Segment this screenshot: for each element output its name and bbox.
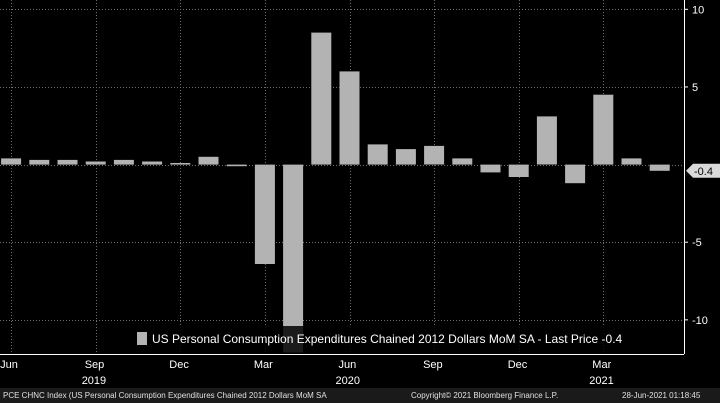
- last-price-box: [686, 163, 720, 178]
- x-tick-label: Dec: [169, 359, 189, 371]
- x-tick-label: Jun: [339, 359, 357, 371]
- legend: US Personal Consumption Expenditures Cha…: [130, 326, 684, 354]
- footer-ticker-description: PCE CHNC Index (US Personal Consumption …: [3, 391, 327, 400]
- x-axis-ticks: Jun Sep Dec Mar Jun Sep Dec Mar 2019 2020 2021: [0, 359, 614, 387]
- y-tick-label: -10: [692, 315, 708, 327]
- x-year-label: 2020: [336, 375, 360, 387]
- x-year-label: 2021: [589, 375, 613, 387]
- bar: [113, 159, 134, 165]
- x-tick-label: Mar: [592, 359, 611, 371]
- bar: [536, 116, 557, 165]
- x-tick-label: Sep: [423, 359, 443, 371]
- y-tick-label: 10: [692, 4, 704, 16]
- bar: [424, 145, 445, 165]
- y-tick-label: -5: [692, 237, 702, 249]
- x-tick-label: Dec: [508, 359, 528, 371]
- bar: [367, 144, 388, 165]
- footer-bar: PCE CHNC Index (US Personal Consumption …: [0, 388, 720, 403]
- bar: [29, 159, 50, 165]
- bar: [57, 159, 78, 165]
- bar: [593, 94, 614, 165]
- footer-copyright: Copyright© 2021 Bloomberg Finance L.P.: [411, 391, 559, 400]
- bar: [226, 164, 247, 167]
- x-tick-label: Sep: [85, 359, 105, 371]
- legend-swatch: [137, 332, 147, 345]
- bar: [1, 158, 22, 165]
- bar: [480, 164, 501, 173]
- bar: [508, 164, 529, 177]
- legend-label: US Personal Consumption Expenditures Cha…: [152, 332, 623, 346]
- last-price-marker: -0.4: [686, 163, 720, 178]
- bar: [395, 149, 416, 165]
- bar: [283, 164, 304, 353]
- x-tick-label: Mar: [254, 359, 273, 371]
- grid-lines: [0, 0, 684, 354]
- bar: [565, 164, 586, 184]
- footer-timestamp: 28-Jun-2021 01:18:45: [622, 391, 701, 400]
- bar: [85, 161, 106, 165]
- chart-area: 10 5 -5 -10 Jun Sep Dec Mar Jun Sep Dec Mar 2019 202…: [0, 0, 720, 387]
- bar: [170, 163, 191, 165]
- bar: [339, 71, 360, 165]
- bar: [254, 164, 275, 264]
- x-year-label: 2019: [82, 375, 106, 387]
- bar: [142, 161, 163, 165]
- bar: [621, 158, 642, 165]
- legend-box: [130, 326, 684, 354]
- bar: [452, 158, 473, 165]
- last-price-label: -0.4: [694, 166, 713, 178]
- bar-series: [1, 32, 670, 353]
- y-axis-ticks: 10 5 -5 -10: [684, 4, 708, 327]
- bar: [311, 32, 332, 165]
- x-tick-label: Jun: [0, 359, 18, 371]
- axes: [0, 0, 685, 355]
- bar: [649, 164, 670, 171]
- y-tick-label: 5: [692, 82, 698, 94]
- bar: [198, 156, 219, 165]
